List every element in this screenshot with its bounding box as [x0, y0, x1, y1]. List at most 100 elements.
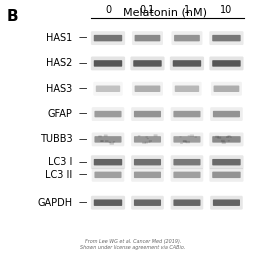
Text: —: —: [79, 59, 88, 68]
FancyBboxPatch shape: [110, 142, 114, 145]
FancyBboxPatch shape: [91, 155, 125, 169]
FancyBboxPatch shape: [212, 159, 241, 165]
FancyBboxPatch shape: [171, 31, 202, 45]
Text: —: —: [79, 84, 88, 93]
Text: HAS1: HAS1: [46, 33, 72, 43]
Text: Melatonin (nM): Melatonin (nM): [123, 8, 207, 18]
FancyBboxPatch shape: [113, 141, 115, 143]
FancyBboxPatch shape: [94, 136, 122, 143]
FancyBboxPatch shape: [104, 134, 108, 137]
FancyBboxPatch shape: [105, 140, 109, 142]
FancyBboxPatch shape: [227, 135, 231, 137]
FancyBboxPatch shape: [145, 142, 148, 144]
FancyBboxPatch shape: [171, 155, 203, 169]
FancyBboxPatch shape: [91, 31, 125, 45]
FancyBboxPatch shape: [93, 82, 123, 96]
FancyBboxPatch shape: [94, 159, 122, 165]
Text: GAPDH: GAPDH: [37, 198, 72, 208]
FancyBboxPatch shape: [153, 134, 157, 136]
FancyBboxPatch shape: [173, 111, 201, 117]
Text: From Lee WG et al. Cancer Med (2019).
Shown under license agreement via CABio.: From Lee WG et al. Cancer Med (2019). Sh…: [80, 239, 186, 250]
FancyBboxPatch shape: [101, 140, 104, 142]
FancyBboxPatch shape: [212, 136, 241, 143]
Text: —: —: [79, 110, 88, 119]
Text: 1: 1: [184, 5, 190, 15]
FancyBboxPatch shape: [94, 35, 122, 41]
Text: LC3 II: LC3 II: [45, 170, 72, 180]
FancyBboxPatch shape: [134, 159, 161, 165]
FancyBboxPatch shape: [132, 82, 163, 96]
Text: B: B: [7, 9, 18, 24]
FancyBboxPatch shape: [211, 82, 242, 96]
Text: 10: 10: [220, 5, 232, 15]
FancyBboxPatch shape: [212, 35, 241, 41]
FancyBboxPatch shape: [172, 82, 202, 96]
FancyBboxPatch shape: [135, 35, 160, 41]
Text: GFAP: GFAP: [48, 109, 72, 119]
FancyBboxPatch shape: [171, 107, 203, 121]
FancyBboxPatch shape: [180, 136, 181, 137]
FancyBboxPatch shape: [228, 140, 230, 142]
Text: —: —: [79, 170, 88, 179]
FancyBboxPatch shape: [98, 135, 102, 137]
FancyBboxPatch shape: [100, 140, 103, 142]
FancyBboxPatch shape: [133, 60, 162, 67]
FancyBboxPatch shape: [173, 172, 201, 178]
FancyBboxPatch shape: [230, 136, 232, 138]
FancyBboxPatch shape: [210, 196, 243, 210]
FancyBboxPatch shape: [147, 138, 149, 139]
FancyBboxPatch shape: [173, 159, 201, 165]
FancyBboxPatch shape: [91, 57, 125, 70]
FancyBboxPatch shape: [92, 168, 124, 182]
FancyBboxPatch shape: [209, 155, 244, 169]
FancyBboxPatch shape: [174, 35, 200, 41]
FancyBboxPatch shape: [142, 142, 146, 144]
Text: LC3 I: LC3 I: [48, 157, 72, 167]
FancyBboxPatch shape: [138, 135, 140, 137]
FancyBboxPatch shape: [209, 57, 244, 70]
FancyBboxPatch shape: [109, 142, 111, 143]
FancyBboxPatch shape: [171, 196, 203, 210]
FancyBboxPatch shape: [94, 111, 122, 117]
FancyBboxPatch shape: [146, 136, 148, 138]
FancyBboxPatch shape: [186, 141, 190, 143]
FancyBboxPatch shape: [194, 136, 197, 138]
FancyBboxPatch shape: [171, 168, 203, 182]
FancyBboxPatch shape: [188, 135, 190, 136]
FancyBboxPatch shape: [94, 172, 122, 178]
FancyBboxPatch shape: [134, 172, 161, 178]
FancyBboxPatch shape: [226, 136, 229, 138]
FancyBboxPatch shape: [134, 136, 161, 143]
FancyBboxPatch shape: [171, 132, 203, 146]
FancyBboxPatch shape: [94, 60, 122, 67]
FancyBboxPatch shape: [132, 31, 163, 45]
FancyBboxPatch shape: [209, 132, 244, 146]
Text: —: —: [79, 198, 88, 207]
FancyBboxPatch shape: [96, 86, 120, 92]
FancyBboxPatch shape: [212, 60, 241, 67]
Text: —: —: [79, 34, 88, 42]
Text: HAS3: HAS3: [46, 84, 72, 94]
FancyBboxPatch shape: [217, 136, 221, 139]
FancyBboxPatch shape: [148, 142, 150, 143]
FancyBboxPatch shape: [209, 168, 244, 182]
FancyBboxPatch shape: [222, 142, 226, 144]
FancyBboxPatch shape: [215, 136, 219, 138]
FancyBboxPatch shape: [131, 132, 164, 146]
Text: —: —: [79, 135, 88, 144]
FancyBboxPatch shape: [134, 111, 161, 117]
FancyBboxPatch shape: [94, 199, 122, 206]
FancyBboxPatch shape: [209, 31, 244, 45]
FancyBboxPatch shape: [180, 143, 183, 144]
Text: 0: 0: [105, 5, 111, 15]
FancyBboxPatch shape: [170, 57, 204, 70]
FancyBboxPatch shape: [213, 199, 240, 206]
FancyBboxPatch shape: [173, 136, 201, 143]
FancyBboxPatch shape: [210, 107, 243, 121]
FancyBboxPatch shape: [131, 155, 164, 169]
FancyBboxPatch shape: [131, 196, 164, 210]
FancyBboxPatch shape: [134, 199, 161, 206]
FancyBboxPatch shape: [173, 60, 201, 67]
FancyBboxPatch shape: [131, 168, 164, 182]
FancyBboxPatch shape: [149, 140, 152, 142]
